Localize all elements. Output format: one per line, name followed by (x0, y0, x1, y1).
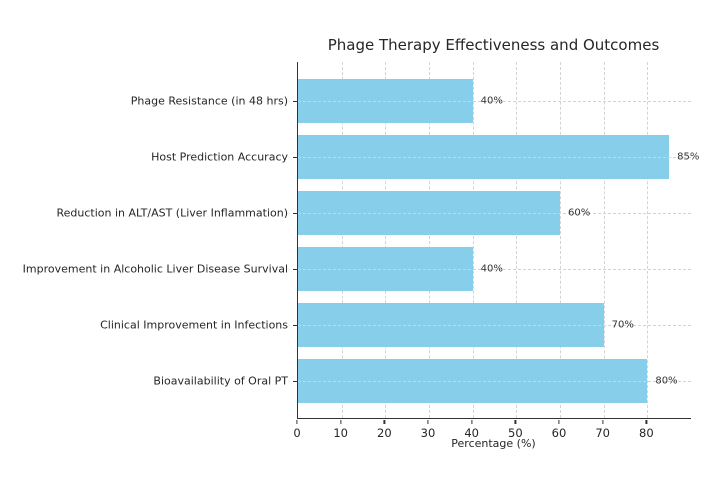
x-tick (558, 419, 560, 424)
x-tick (514, 419, 516, 424)
x-tick-label: 10 (333, 425, 348, 440)
x-tick (383, 419, 385, 424)
bar-value-label: 40% (480, 95, 503, 107)
bar-row: 85% (298, 129, 699, 185)
y-label-row: Reduction in ALT/AST (Liver Inflammation… (0, 185, 297, 241)
horizontal-gridline (298, 213, 691, 214)
horizontal-gridline (298, 157, 691, 158)
horizontal-gridline (298, 269, 691, 270)
horizontal-gridline (298, 381, 691, 382)
x-tick (340, 419, 342, 424)
vertical-gridline (603, 62, 605, 418)
vertical-gridline (341, 62, 343, 418)
x-tick-label: 50 (508, 425, 523, 440)
bar-row: 40% (298, 241, 691, 297)
x-tick-label: 20 (377, 425, 392, 440)
bar-row: 80% (298, 353, 691, 409)
y-tick (293, 101, 297, 103)
vertical-gridline (516, 62, 518, 418)
bar-rows: 40% 85% 60% 40% 70% 80% (298, 62, 699, 418)
x-tick-label: 70 (595, 425, 610, 440)
category-label: Improvement in Alcoholic Liver Disease S… (22, 262, 288, 276)
vertical-gridline (647, 62, 649, 418)
y-tick (293, 325, 297, 327)
x-tick (296, 419, 298, 424)
y-tick (293, 157, 297, 159)
bar-row: 60% (298, 185, 691, 241)
bar-row: 70% (298, 297, 691, 353)
y-label-row: Host Prediction Accuracy (0, 129, 297, 185)
y-axis-labels: Phage Resistance (in 48 hrs) Host Predict… (0, 62, 297, 418)
y-tick (293, 213, 297, 215)
horizontal-gridline (298, 101, 691, 102)
x-axis: 0 10 20 30 40 50 60 70 80 (293, 419, 690, 460)
x-axis-title: Percentage (%) (451, 437, 536, 450)
x-tick-label: 60 (551, 425, 567, 440)
x-tick (645, 419, 647, 424)
y-label-row: Bioavailability of Oral PT (0, 353, 297, 409)
bar-value-label: 70% (611, 319, 634, 331)
bar-value-label: 80% (655, 375, 678, 387)
category-label: Bioavailability of Oral PT (153, 374, 288, 388)
bar-value-label: 40% (480, 263, 503, 275)
y-label-row: Clinical Improvement in Infections (0, 297, 297, 353)
vertical-gridline (385, 62, 387, 418)
x-tick-label: 80 (639, 425, 654, 440)
chart-title: Phage Therapy Effectiveness and Outcomes (327, 36, 660, 54)
category-label: Clinical Improvement in Infections (100, 318, 288, 332)
plot-area: 40% 85% 60% 40% 70% 80% (297, 62, 699, 419)
category-label: Phage Resistance (in 48 hrs) (130, 94, 288, 108)
bar-value-label: 60% (567, 207, 591, 219)
vertical-gridline (559, 62, 561, 418)
y-label-row: Improvement in Alcoholic Liver Disease S… (0, 241, 297, 297)
vertical-gridline (428, 62, 430, 418)
bar-value-label: 85% (677, 151, 700, 163)
x-tick-label: 0 (293, 425, 301, 440)
x-tick (471, 419, 473, 424)
category-label: Reduction in ALT/AST (Liver Inflammation… (56, 206, 289, 220)
x-tick (602, 419, 604, 424)
x-tick-label: 30 (420, 425, 436, 440)
horizontal-gridline (298, 325, 691, 326)
y-tick (293, 381, 297, 383)
y-tick (293, 269, 297, 271)
vertical-gridline (472, 62, 474, 418)
y-label-row: Phage Resistance (in 48 hrs) (0, 73, 297, 129)
x-tick (427, 419, 429, 424)
bar-row: 40% (298, 73, 691, 129)
x-tick-label: 40 (464, 425, 479, 440)
category-label: Host Prediction Accuracy (151, 150, 288, 164)
